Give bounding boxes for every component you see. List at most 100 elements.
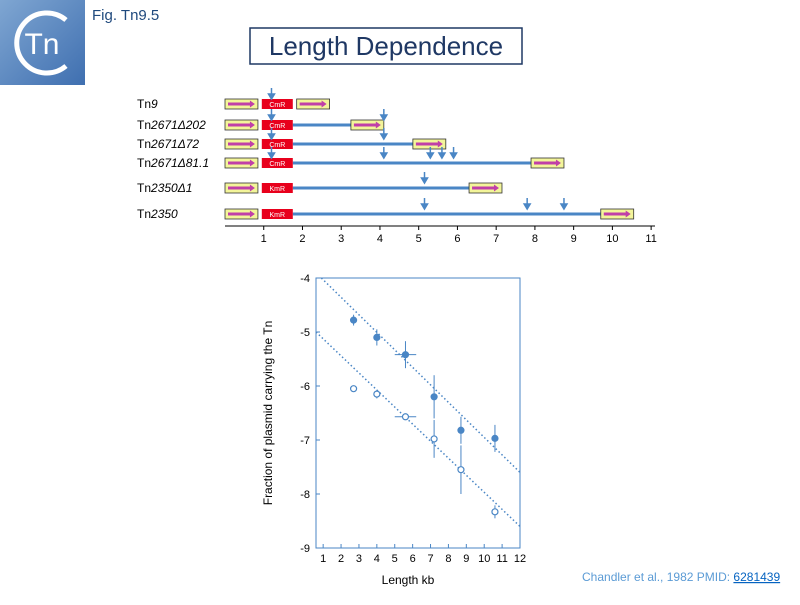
x-axis-label: Length kb: [382, 573, 435, 587]
marker-box: [261, 139, 293, 149]
row-label: Tn2671Δ81.1: [137, 156, 209, 170]
scale-tick-label: 11: [645, 233, 656, 245]
x-tick-label: 6: [410, 553, 416, 565]
data-point: [373, 333, 381, 341]
scale-tick-label: 3: [338, 233, 344, 245]
insertion-arrow: [379, 128, 389, 141]
x-tick-label: 3: [356, 553, 362, 565]
marker-label: CmR: [269, 142, 285, 149]
is-arrow: [353, 121, 381, 129]
marker-label: KmR: [270, 186, 286, 193]
is-arrow: [228, 100, 255, 108]
marker-box: [261, 99, 293, 109]
insertion-arrow: [420, 198, 429, 211]
marker-box: [261, 209, 293, 219]
row-label-prefix: Tn: [137, 181, 151, 195]
row-label-name: 9: [151, 97, 158, 111]
data-point: [430, 393, 438, 401]
marker-box: [261, 158, 293, 168]
x-tick-label: 9: [463, 553, 469, 565]
insertion-arrow: [267, 128, 276, 141]
data-point: [491, 508, 499, 516]
scale-tick-label: 10: [606, 233, 618, 245]
is-arrow: [228, 121, 255, 129]
x-tick-label: 11: [496, 553, 507, 565]
insertion-arrow: [449, 147, 458, 160]
fig-label: Fig. Tn9.5: [92, 7, 159, 24]
row-label-prefix: Tn: [137, 137, 151, 151]
row-label-name: 2671Δ202: [150, 118, 206, 132]
citation: Chandler et al., 1982 PMID: 6281439: [582, 570, 780, 584]
data-point: [457, 426, 465, 434]
x-tick-label: 4: [374, 553, 380, 565]
row-label: Tn2350Δ1: [137, 181, 192, 195]
data-point: [401, 351, 410, 359]
scale-tick-label: 4: [377, 233, 383, 245]
is-arrow: [228, 210, 255, 218]
scale-tick-label: 7: [493, 233, 499, 245]
title: Length Dependence: [269, 31, 503, 61]
scale-tick-label: 1: [261, 233, 267, 245]
citation-link[interactable]: 6281439: [733, 570, 780, 584]
is-arrow: [228, 184, 255, 192]
marker-label: CmR: [269, 161, 285, 168]
x-tick-label: 12: [514, 553, 526, 565]
y-tick-label: -6: [300, 381, 310, 393]
logo-ring: [14, 10, 68, 76]
is-arrow: [472, 184, 499, 192]
plot-frame: [315, 277, 521, 549]
is-arrow: [415, 140, 443, 148]
row-label: Tn9: [137, 97, 158, 111]
y-tick-label: -8: [300, 489, 310, 501]
insertion-arrow: [267, 147, 276, 160]
is-arrow: [228, 159, 255, 167]
y-tick-label: -9: [300, 543, 310, 555]
row-label-name: 2350Δ1: [150, 181, 192, 195]
data-point: [401, 413, 410, 421]
citation-text: Chandler et al., 1982 PMID:: [582, 570, 733, 584]
is-arrow: [603, 210, 631, 218]
marker-label: CmR: [269, 123, 285, 130]
y-axis-label: Fraction of plasmid carrying the Tn: [261, 321, 275, 506]
y-tick-label: -5: [300, 327, 310, 339]
insertion-arrow: [267, 88, 276, 101]
x-tick-label: 10: [478, 553, 490, 565]
x-tick-label: 7: [427, 553, 433, 565]
is-arrow: [534, 159, 561, 167]
x-tick-label: 2: [338, 553, 344, 565]
scale-tick-label: 9: [571, 233, 577, 245]
logo-text: Tn: [24, 28, 59, 61]
row-label: Tn2671Δ202: [137, 118, 206, 132]
row-label: Tn2350: [137, 207, 178, 221]
scale-tick-label: 6: [454, 233, 460, 245]
marker-label: CmR: [269, 102, 285, 109]
scale-tick-label: 5: [416, 233, 422, 245]
x-tick-label: 8: [445, 553, 451, 565]
scale-tick-label: 8: [532, 233, 538, 245]
y-tick-label: -7: [300, 435, 310, 447]
fit-line: [315, 331, 521, 527]
data-point: [349, 316, 358, 324]
data-point: [491, 434, 499, 442]
marker-box: [261, 120, 293, 130]
title-box: [249, 27, 523, 65]
insertion-arrow: [437, 147, 447, 160]
x-tick-label: 5: [392, 553, 398, 565]
row-label-prefix: Tn: [137, 118, 151, 132]
data-point: [430, 435, 438, 443]
data-point: [373, 390, 381, 398]
fit-line: [320, 277, 521, 473]
insertion-arrow: [420, 172, 429, 185]
insertion-arrow: [522, 198, 532, 211]
data-point: [457, 466, 465, 474]
data-point: [349, 385, 358, 393]
is-arrow: [228, 140, 255, 148]
insertion-arrow: [559, 198, 569, 211]
marker-box: [261, 183, 293, 193]
y-tick-label: -4: [300, 273, 310, 285]
insertion-arrow: [267, 109, 276, 122]
row-label: Tn2671Δ72: [137, 137, 199, 151]
row-label-prefix: Tn: [137, 207, 151, 221]
row-label-name: 2671Δ81.1: [150, 156, 209, 170]
